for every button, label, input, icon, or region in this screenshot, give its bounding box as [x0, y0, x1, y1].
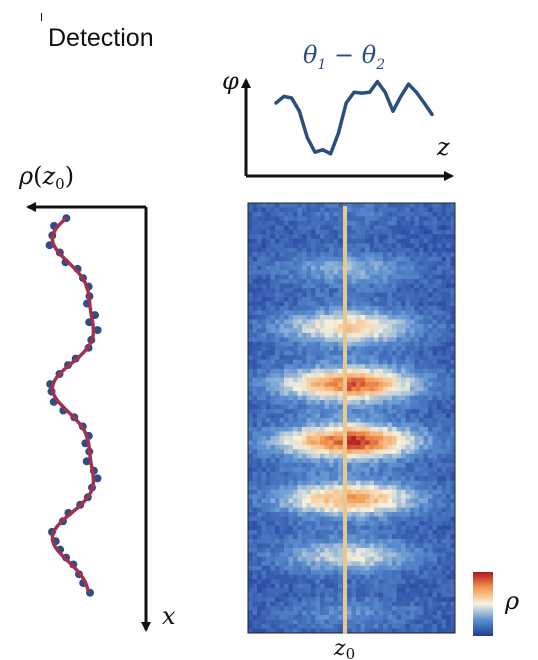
close-paren: ): [65, 162, 74, 190]
density-heatmap: [248, 203, 456, 634]
colorbar: ρ: [473, 572, 519, 636]
phase-x-label: z: [436, 133, 450, 161]
slice-z-symbol: z: [333, 636, 346, 660]
profile-x-label: x: [162, 602, 176, 630]
panel-corner-mark: [41, 13, 42, 21]
minus-sign: −: [326, 41, 361, 69]
profile-plot: ρ(z0) x: [18, 162, 176, 632]
profile-fit-curve: [50, 216, 96, 593]
theta-2-subscript: 2: [375, 57, 385, 73]
panel-title: Detection: [48, 24, 154, 52]
theta-2-symbol: θ: [362, 41, 377, 69]
density-image: z0: [247, 202, 456, 660]
phase-plot: φ z θ1 − θ2: [222, 41, 454, 181]
colorbar-label: ρ: [504, 587, 519, 615]
theta-1-symbol: θ: [303, 41, 318, 69]
profile-point: [93, 474, 102, 483]
phase-curve-label: θ1 − θ2: [303, 41, 385, 73]
z-symbol: z: [41, 162, 55, 190]
rho-symbol: ρ: [18, 162, 33, 190]
phase-y-label: φ: [222, 67, 239, 95]
profile-point: [82, 457, 91, 466]
slice-z-subscript: 0: [346, 645, 356, 660]
phase-curve: [274, 79, 434, 156]
theta-1-subscript: 1: [317, 57, 326, 73]
slice-label: z0: [333, 636, 355, 660]
profile-top-label: ρ(z0): [18, 162, 74, 193]
density-frame: [247, 202, 456, 634]
z-subscript: 0: [55, 175, 65, 193]
open-paren: (: [33, 162, 42, 190]
profile-point: [93, 326, 102, 335]
colorbar-gradient: [473, 572, 493, 636]
